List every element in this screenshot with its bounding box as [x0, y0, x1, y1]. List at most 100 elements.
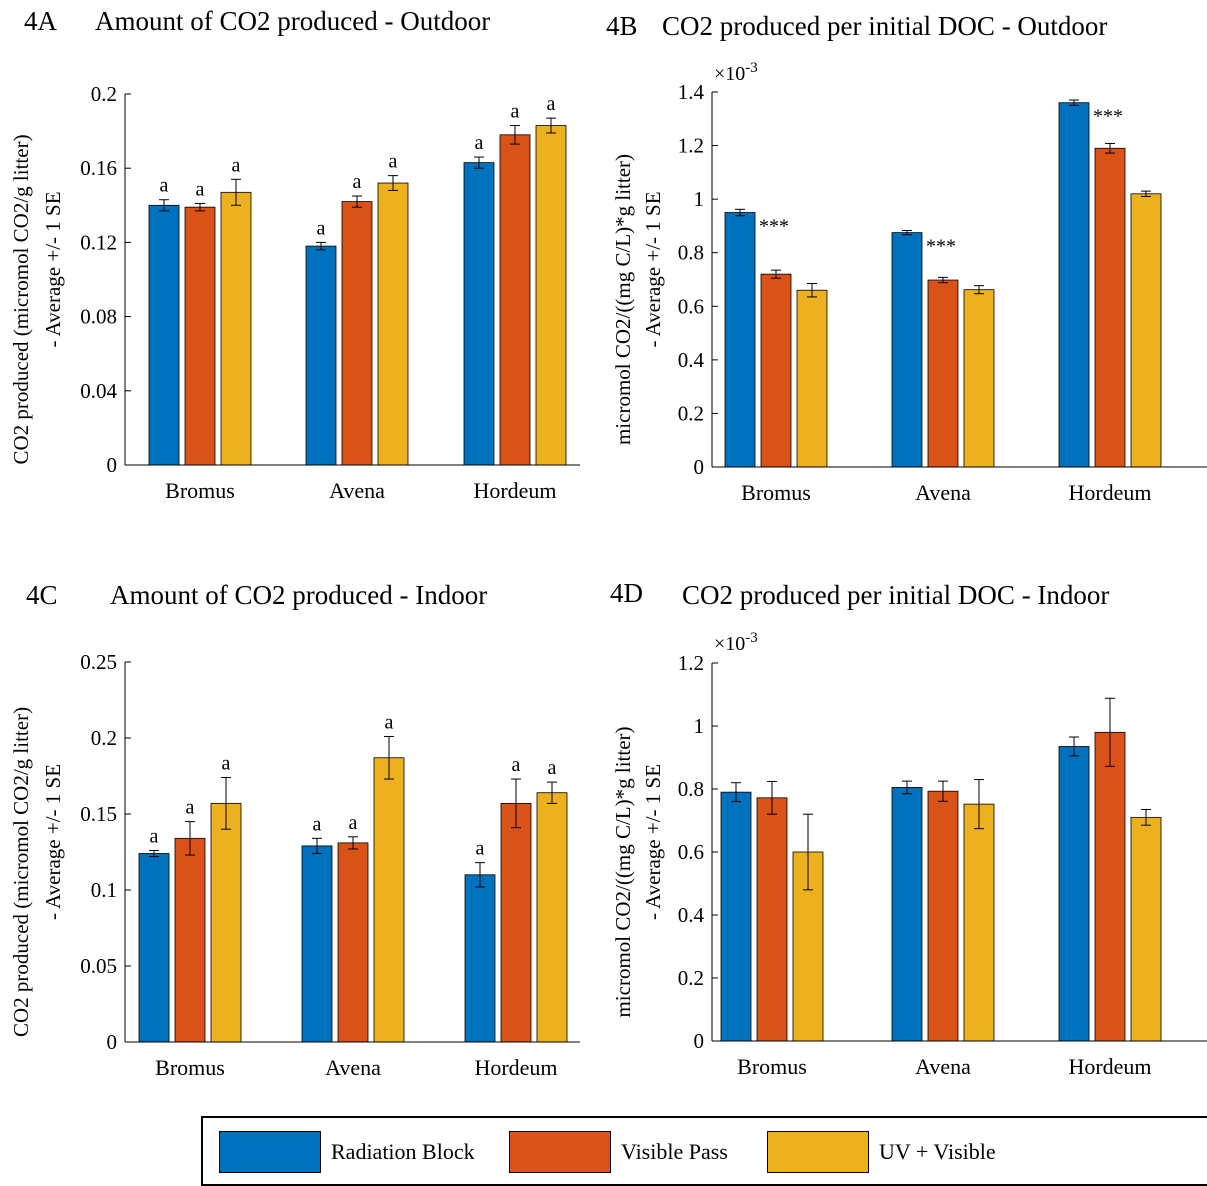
y-tick-label: 0.04 — [80, 379, 117, 403]
legend-label: UV + Visible — [879, 1139, 996, 1164]
y-tick-label: 0 — [107, 1030, 118, 1054]
y-tick-label: 0.12 — [80, 230, 117, 254]
chart-title-4d: CO2 produced per initial DOC - Indoor — [682, 580, 1110, 610]
bar-uv-visible — [796, 289, 828, 468]
figure-charts: a a a a a a a a a 0 0.04 0.08 0.12 0.16 0.2 Bromus Avena… — [9, 60, 1207, 1080]
bar-visible-pass — [184, 206, 216, 466]
x-tick-label: Bromus — [737, 1054, 807, 1079]
axis-exponent: ×10-3 — [714, 60, 758, 85]
significance-label: a — [186, 797, 195, 819]
y-tick-label: 0.16 — [80, 156, 117, 180]
y-axis-label: micromol CO2/((mg C/L)*g litter) — [611, 726, 635, 1017]
significance-label: a — [511, 101, 520, 123]
bar-radiation-block — [891, 787, 923, 1042]
y-tick-label: 0.6 — [678, 294, 704, 318]
y-tick-label: 0.25 — [80, 650, 117, 674]
y-tick-label: 0.2 — [91, 82, 117, 106]
panel-tag-4c: 4C — [26, 580, 58, 610]
bar-uv-visible — [220, 191, 252, 466]
y-tick-label: 1.4 — [678, 80, 705, 104]
significance-label: a — [160, 175, 169, 197]
bar-radiation-block — [148, 204, 180, 466]
significance-label: a — [353, 171, 362, 193]
y-tick-label: 0.05 — [80, 954, 117, 978]
chart-4b: *** *** *** 0 0.2 0.4 0.6 0.8 1 1.2 1.4 Bromus Avena… — [611, 60, 1207, 505]
y-tick-label: 0.8 — [678, 241, 704, 265]
y-axis-label-line2: - Average +/- 1 SE — [41, 764, 65, 920]
y-axis-label: micromol CO2/((mg C/L)*g litter) — [611, 154, 635, 445]
significance-label: a — [548, 757, 557, 779]
bar-radiation-block — [724, 212, 756, 468]
significance-label: a — [196, 178, 205, 200]
y-tick-label: 0.2 — [91, 726, 117, 750]
significance-label: a — [222, 753, 231, 775]
chart-4d: 0 0.2 0.4 0.6 0.8 1 1.2 Bromus Avena Hordeum micro… — [611, 630, 1207, 1079]
y-axis-label: CO2 produced (micromol CO2/g litter) — [9, 134, 33, 464]
significance-label: a — [349, 812, 358, 834]
legend-item-radiation-block: Radiation Block — [219, 1130, 475, 1174]
bar-visible-pass — [1094, 147, 1126, 468]
chart-title-4b: CO2 produced per initial DOC - Outdoor — [662, 11, 1108, 41]
bar-visible-pass — [760, 273, 792, 468]
bar-visible-pass — [500, 802, 532, 1043]
axis-exponent: ×10-3 — [714, 630, 758, 655]
x-tick-label: Avena — [325, 1055, 381, 1080]
bar-visible-pass — [927, 790, 959, 1042]
y-tick-label: 0.2 — [678, 401, 704, 425]
panel-tag-4a: 4A — [24, 6, 57, 36]
significance-label: a — [313, 813, 322, 835]
y-tick-label: 1.2 — [678, 134, 704, 158]
x-tick-label: Avena — [329, 478, 385, 503]
y-axis-label-line2: - Average +/- 1 SE — [641, 191, 665, 347]
x-tick-label: Avena — [915, 480, 971, 505]
significance-label: *** — [926, 236, 956, 258]
y-tick-label: 0.4 — [678, 348, 705, 372]
bar-radiation-block — [138, 853, 170, 1043]
significance-label: a — [317, 217, 326, 239]
legend-swatch-yellow — [767, 1131, 869, 1173]
significance-label: a — [150, 825, 159, 847]
significance-label: a — [385, 711, 394, 733]
bar-radiation-block — [305, 245, 337, 466]
x-tick-label: Hordeum — [1068, 480, 1151, 505]
x-tick-label: Hordeum — [473, 478, 556, 503]
bar-visible-pass — [1094, 731, 1126, 1042]
y-axis-label-line2: - Average +/- 1 SE — [641, 764, 665, 920]
bar-uv-visible — [1130, 193, 1162, 468]
y-axis-label-line2: - Average +/- 1 SE — [41, 191, 65, 347]
bar-radiation-block — [464, 874, 496, 1043]
bar-visible-pass — [174, 837, 206, 1043]
bar-uv-visible — [536, 792, 568, 1043]
y-tick-label: 0.1 — [91, 878, 117, 902]
bar-visible-pass — [337, 842, 369, 1043]
chart-4c: a a a a a a a a a 0 0.05 0.1 0.15 0.2 0.25 Bromus Avena H… — [9, 650, 580, 1080]
y-tick-label: 1.2 — [678, 651, 704, 675]
y-axis-label: CO2 produced (micromol CO2/g litter) — [9, 707, 33, 1037]
x-tick-label: Hordeum — [474, 1055, 557, 1080]
significance-label: a — [512, 754, 521, 776]
significance-label: a — [232, 154, 241, 176]
y-tick-label: 0.08 — [80, 305, 117, 329]
x-tick-label: Bromus — [165, 478, 235, 503]
bar-visible-pass — [927, 279, 959, 468]
bar-uv-visible — [1130, 816, 1162, 1042]
significance-label: *** — [759, 216, 789, 238]
chart-legend: Radiation Block Visible Pass UV + Visibl… — [201, 1116, 1207, 1186]
bar-radiation-block — [1058, 102, 1090, 468]
significance-label: a — [547, 93, 556, 115]
significance-label: a — [389, 151, 398, 173]
legend-swatch-blue — [219, 1131, 321, 1173]
x-tick-label: Hordeum — [1068, 1054, 1151, 1079]
bar-uv-visible — [535, 125, 567, 466]
bar-uv-visible — [377, 182, 409, 466]
panel-tag-4d: 4D — [610, 578, 643, 608]
y-tick-label: 0.6 — [678, 840, 704, 864]
significance-label: *** — [1093, 106, 1123, 128]
significance-label: a — [475, 132, 484, 154]
y-tick-label: 0.8 — [678, 777, 704, 801]
chart-title-4c: Amount of CO2 produced - Indoor — [110, 580, 488, 610]
y-tick-label: 1 — [694, 187, 705, 211]
bar-radiation-block — [463, 162, 495, 466]
y-tick-label: 1 — [694, 714, 705, 738]
x-tick-label: Bromus — [155, 1055, 225, 1080]
